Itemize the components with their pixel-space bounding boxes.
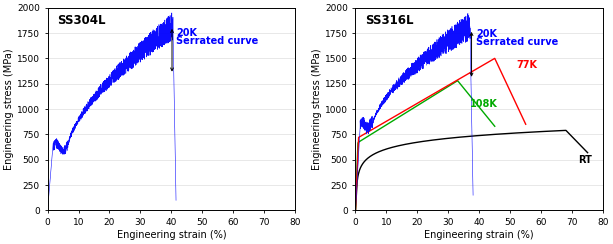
Y-axis label: Engineering stress (MPa): Engineering stress (MPa) <box>4 48 14 170</box>
Text: Serrated curve: Serrated curve <box>176 36 258 46</box>
Text: RT: RT <box>578 155 592 165</box>
Y-axis label: Engineering stress (MPa): Engineering stress (MPa) <box>312 48 322 170</box>
X-axis label: Engineering strain (%): Engineering strain (%) <box>424 230 534 240</box>
Text: SS304L: SS304L <box>58 14 106 27</box>
Text: 77K: 77K <box>516 61 538 71</box>
Text: Serrated curve: Serrated curve <box>476 37 558 47</box>
Text: SS316L: SS316L <box>365 14 414 27</box>
Text: 20K: 20K <box>176 28 197 38</box>
X-axis label: Engineering strain (%): Engineering strain (%) <box>116 230 226 240</box>
Text: 108K: 108K <box>470 99 498 109</box>
Text: 20K: 20K <box>476 29 497 39</box>
